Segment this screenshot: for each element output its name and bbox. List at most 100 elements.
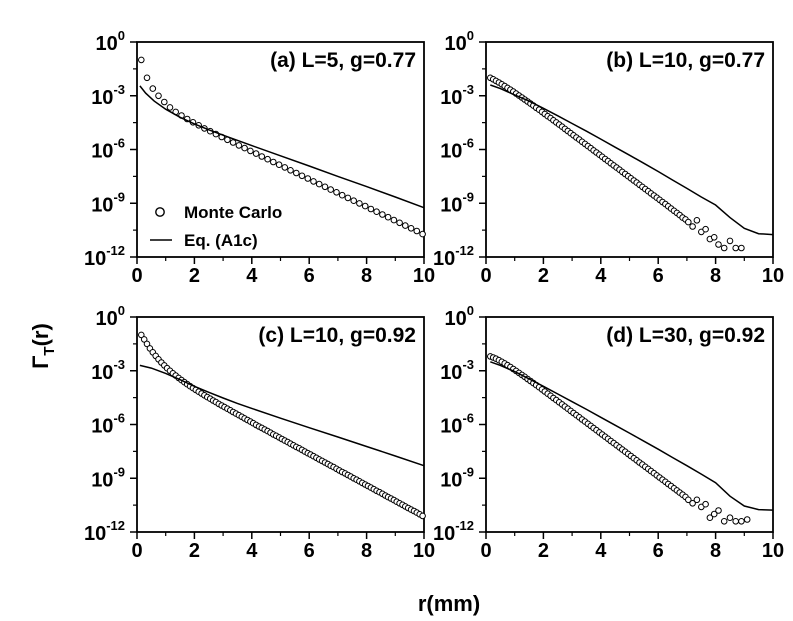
data-point-monte-carlo	[693, 496, 701, 504]
data-point-monte-carlo	[327, 186, 335, 193]
y-tick-label: 100	[445, 28, 474, 55]
panel-b: 0 2 4 6 8 10 100 10-3 10-6 10-9 10-12 (b) L=10, g=0…	[433, 28, 784, 287]
data-point-monte-carlo	[350, 197, 358, 204]
plot-frame	[136, 316, 425, 533]
data-point-monte-carlo	[720, 244, 728, 252]
data-point-monte-carlo	[685, 218, 692, 226]
x-tick-label: 0	[131, 265, 142, 287]
data-point-monte-carlo	[367, 205, 375, 213]
y-tick-label: 10-6	[91, 136, 125, 163]
data-point-monte-carlo	[247, 147, 254, 155]
data-point-monte-carlo	[702, 500, 709, 508]
x-tick-label: 2	[189, 540, 200, 562]
data-point-monte-carlo	[264, 155, 271, 163]
y-tick-label: 10-3	[91, 357, 125, 384]
y-tick-label: 10-6	[440, 411, 474, 438]
x-tick-label: 10	[413, 265, 435, 287]
y-tick-label: 10-12	[84, 518, 125, 545]
data-point-monte-carlo	[321, 183, 329, 191]
y-tick-label: 10-9	[91, 189, 125, 216]
y-axis-title-tail: (r)	[28, 323, 53, 346]
data-point-monte-carlo	[155, 92, 162, 100]
x-tick-label: 10	[413, 540, 435, 562]
panel-title: (c) L=10, g=0.92	[258, 324, 416, 347]
data-point-monte-carlo	[419, 512, 426, 520]
data-point-monte-carlo	[685, 496, 692, 504]
data-point-monte-carlo	[310, 178, 317, 185]
data-point-monte-carlo	[356, 200, 363, 207]
data-point-monte-carlo	[373, 208, 380, 215]
data-point-monte-carlo	[143, 340, 151, 348]
panel-d: 0 2 4 6 8 10 100 10-3 10-6 10-9 10-12 (d) L=30, g=0…	[433, 303, 784, 562]
data-point-monte-carlo	[726, 237, 734, 245]
data-point-monte-carlo	[293, 169, 300, 177]
y-tick-label: 10-3	[440, 357, 474, 384]
data-point-monte-carlo	[689, 500, 696, 507]
data-point-monte-carlo	[402, 222, 409, 229]
x-tick-label: 2	[538, 265, 549, 287]
y-axis-title-subscript: T	[41, 346, 58, 355]
data-point-monte-carlo	[419, 230, 426, 238]
x-tick-label: 2	[189, 265, 200, 287]
x-tick-label: 8	[710, 265, 721, 287]
data-point-monte-carlo	[396, 219, 403, 227]
legend: Monte Carlo Eq. (A1c)	[150, 203, 282, 250]
y-tick-label: 10-3	[91, 82, 125, 109]
data-point-monte-carlo	[715, 507, 722, 514]
data-point-monte-carlo	[298, 172, 306, 180]
data-point-monte-carlo	[726, 514, 734, 522]
y-tick-label: 100	[96, 303, 125, 330]
x-tick-label: 6	[304, 540, 315, 562]
x-tick-label: 4	[595, 540, 607, 562]
y-tick-label: 10-9	[440, 189, 474, 216]
data-point-monte-carlo	[693, 217, 701, 224]
data-point-monte-carlo	[235, 142, 243, 149]
x-tick-label: 2	[538, 540, 549, 562]
y-tick-label: 10-12	[433, 518, 474, 545]
series-line-equation	[490, 361, 774, 511]
data-point-monte-carlo	[407, 225, 415, 232]
data-point-monte-carlo	[315, 180, 323, 188]
x-tick-label: 4	[595, 265, 607, 287]
x-tick-label: 0	[131, 540, 142, 562]
y-axis-title: ΓT(r)	[28, 323, 58, 369]
data-point-monte-carlo	[252, 150, 260, 157]
data-point-monte-carlo	[275, 161, 283, 168]
legend-marker-icon	[155, 207, 165, 217]
panel-a: 0 2 4 6 8 10 100 10-3 10-6 10-9 10-12 (a) L=5, g=0.…	[84, 28, 435, 287]
plot-frame	[485, 41, 774, 258]
data-point-monte-carlo	[379, 211, 386, 218]
y-tick-label: 10-6	[440, 136, 474, 163]
plot-frame	[136, 41, 425, 258]
data-point-monte-carlo	[390, 216, 398, 224]
panel-title: (a) L=5, g=0.77	[270, 49, 416, 72]
y-tick-label: 10-6	[91, 411, 125, 438]
panel-c: 0 2 4 6 8 10 100 10-3 10-6 10-9 10-12 (c) L=10, g=0…	[84, 303, 435, 562]
data-point-monte-carlo	[138, 56, 145, 64]
data-point-monte-carlo	[166, 104, 174, 111]
x-tick-label: 6	[304, 265, 315, 287]
x-tick-label: 4	[246, 265, 258, 287]
data-point-monte-carlo	[333, 189, 340, 196]
legend-label-equation: Eq. (A1c)	[184, 231, 258, 250]
y-tick-label: 10-12	[84, 243, 125, 270]
data-point-monte-carlo	[743, 516, 751, 523]
x-tick-label: 8	[361, 265, 372, 287]
data-point-monte-carlo	[361, 202, 369, 210]
data-point-monte-carlo	[738, 244, 745, 252]
series-line-equation	[490, 84, 774, 236]
data-point-monte-carlo	[241, 144, 248, 152]
data-point-monte-carlo	[304, 175, 312, 182]
data-point-monte-carlo	[161, 98, 168, 106]
plot-frame	[485, 316, 774, 533]
data-point-monte-carlo	[384, 213, 392, 221]
y-tick-label: 10-3	[440, 82, 474, 109]
data-point-monte-carlo	[143, 74, 151, 82]
data-point-monte-carlo	[720, 518, 728, 525]
data-point-monte-carlo	[710, 234, 718, 241]
data-point-monte-carlo	[689, 223, 696, 230]
y-axis-title-main: Γ	[28, 356, 53, 369]
x-tick-label: 10	[762, 540, 784, 562]
data-point-monte-carlo	[270, 158, 277, 166]
